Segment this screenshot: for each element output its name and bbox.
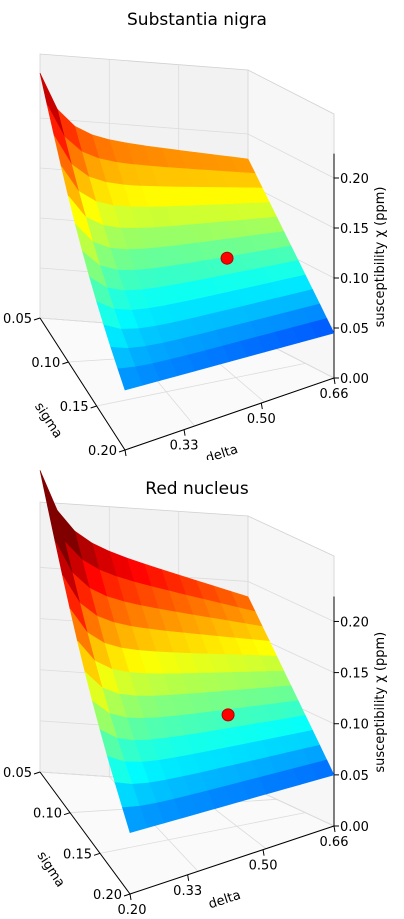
floor-gridline [99,812,306,854]
sigma-tick [33,317,41,321]
delta-tick-label: 0.33 [173,884,202,899]
delta-tick-label: 0.33 [170,439,199,454]
delta-tick [260,402,263,410]
chart-title: Red nucleus [145,479,249,499]
delta-tick [129,893,132,901]
delta-tick-label: 0.20 [113,459,142,460]
sigma-tick-label: 0.10 [33,807,62,822]
sigma-tick [123,893,131,897]
delta-axis-label: delta [204,442,240,460]
z-axis-label: susceptibility χ (ppm) [373,632,388,773]
surface-plot-svg: Substantia nigra sigma delta susceptibil… [3,10,388,460]
sigma-tick-label: 0.20 [88,444,117,459]
z-axis-label: susceptibility χ (ppm) [373,187,388,328]
z-gridline [39,117,335,179]
z-tick-label: 0.05 [340,769,369,784]
delta-tick [187,874,190,881]
z-tick-label: 0.00 [340,372,369,387]
sigma-tick [62,361,69,365]
z-tick-label: 0.10 [340,272,369,287]
delta-tick [333,377,336,385]
sigma-tick [118,449,126,453]
sigma-tick [90,405,97,409]
sigma-tick [33,771,41,775]
z-tick-label: 0.15 [340,667,369,682]
sigma-tick-label: 0.15 [60,400,89,415]
surface-patch [122,805,148,833]
sigma-tick-label: 0.20 [93,888,122,903]
chart-title: Substantia nigra [127,10,267,30]
delta-tick [262,849,265,856]
z-tick-label: 0.10 [340,718,369,733]
z-tick-label: 0.05 [340,322,369,337]
optimum-marker [220,251,234,265]
sigma-axis-line [39,771,131,895]
sigma-tick [63,812,71,816]
sigma-tick-label: 0.10 [31,356,60,371]
surface-patch [117,366,143,391]
z-tick-label: 0.20 [340,615,369,630]
floor-gridline [96,362,306,407]
chart-panel-red-nucleus: Red nucleus sigma delta susceptibility χ… [0,459,404,919]
delta-tick-label: 0.50 [247,412,276,427]
z-tick-label: 0.00 [340,820,369,835]
sigma-tick [93,852,101,856]
delta-tick [183,429,186,436]
delta-axis-label: delta [207,888,243,912]
z-tick-label: 0.15 [340,222,369,237]
sigma-tick-label: 0.15 [63,847,92,862]
z-tick-label: 0.20 [340,172,369,187]
delta-tick-label: 0.66 [320,835,349,850]
delta-tick [333,825,336,833]
sigma-tick-label: 0.05 [3,312,32,327]
delta-tick-label: 0.66 [320,387,349,402]
surface-plot-svg: Red nucleus sigma delta susceptibility χ… [3,470,388,918]
sigma-tick-label: 0.05 [3,766,32,781]
delta-axis-line [124,377,335,451]
delta-tick-label: 0.20 [118,903,147,918]
sigma-axis-line [39,317,126,451]
optimum-marker [221,708,235,722]
chart-panel-substantia-nigra: Substantia nigra sigma delta susceptibil… [3,10,388,460]
delta-tick-label: 0.50 [249,859,278,874]
delta-axis-line [129,825,335,895]
delta-tick [124,449,127,457]
